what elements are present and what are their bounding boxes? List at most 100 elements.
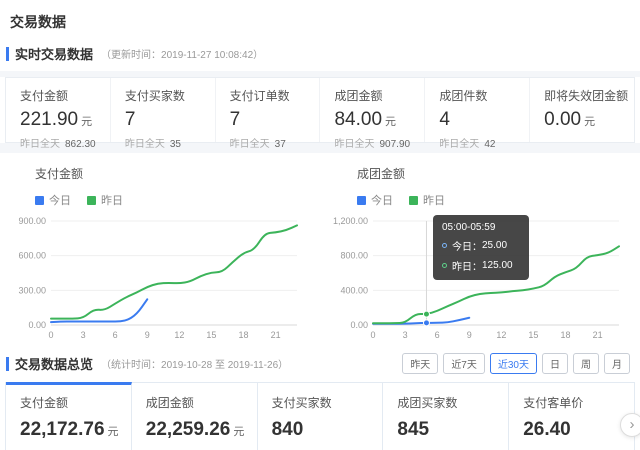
- yesterday-swatch-icon: [87, 195, 96, 205]
- svg-text:1,200.00: 1,200.00: [333, 216, 368, 226]
- card-unit: 元: [107, 426, 119, 438]
- metric-label: 即将失效团金额: [544, 89, 629, 103]
- metric-sub-label: 昨日全天: [334, 139, 375, 150]
- legend-item-today[interactable]: 今日: [357, 192, 393, 208]
- group-amount-line-chart[interactable]: 0.00 400.00 800.00 1,200.00 0 3 6 9 12 15 18 21: [327, 213, 627, 343]
- stat-time: （统计时间：2019-10-28 至 2019-11-26）: [101, 360, 289, 371]
- overview-card-avg-order-value[interactable]: 支付客单价 26.40 较前30天2.01%⬆: [509, 382, 635, 450]
- range-button-7days[interactable]: 近7天: [443, 353, 485, 374]
- range-button-month[interactable]: 月: [604, 353, 630, 374]
- card-value: 22,172.76: [20, 419, 105, 440]
- overview-card-group-buyers[interactable]: 成团买家数 845 较前30天4.97%⬆: [383, 382, 510, 450]
- metric-sub-value: 862.30: [65, 139, 96, 150]
- metric-label: 支付买家数: [124, 89, 185, 103]
- metric-label: 支付订单数: [229, 89, 290, 103]
- metric-pay-buyers: 支付买家数 7 昨日全天 35: [109, 78, 215, 150]
- card-value: 26.40: [523, 419, 571, 440]
- yesterday-swatch-icon: [409, 195, 418, 205]
- group-amount-chart-panel: 成团金额 今日 昨日 0.00 400.00 800.00 1,200.00 0 3 6 9 1…: [327, 165, 635, 343]
- chart-legend: 今日 昨日: [357, 192, 635, 208]
- metric-label: 成团金额: [334, 89, 383, 103]
- legend-item-yesterday[interactable]: 昨日: [409, 192, 445, 208]
- svg-text:15: 15: [528, 330, 538, 340]
- section-accent-bar: [6, 356, 9, 371]
- section-separator: [0, 71, 640, 77]
- metric-value: 84.00: [334, 109, 383, 130]
- pay-amount-chart-panel: 支付金额 今日 昨日 0.00 300.00 600.00 900.00 0 3 6 9 12 1…: [5, 165, 313, 343]
- svg-text:15: 15: [206, 330, 216, 340]
- section-separator: [0, 143, 640, 153]
- metric-label: 支付金额: [20, 89, 69, 103]
- svg-text:21: 21: [593, 330, 603, 340]
- range-button-yesterday[interactable]: 昨天: [402, 353, 439, 374]
- svg-text:900.00: 900.00: [18, 216, 46, 226]
- metric-pay-amount: 支付金额 221.90 元 昨日全天 862.30: [6, 78, 110, 150]
- svg-text:6: 6: [113, 330, 118, 340]
- metric-pay-orders: 支付订单数 7 昨日全天 37: [214, 78, 320, 150]
- svg-text:0: 0: [370, 330, 375, 340]
- legend-item-yesterday[interactable]: 昨日: [87, 192, 123, 208]
- section-accent-bar: [6, 46, 9, 61]
- metric-group-amount: 成团金额 84.00 元 昨日全天 907.90: [319, 78, 424, 150]
- range-button-week[interactable]: 周: [573, 353, 599, 374]
- today-swatch-icon: [357, 195, 366, 205]
- overview-card-pay-amount[interactable]: 支付金额 22,172.76元 较前30天7.11%⬆: [6, 382, 132, 450]
- today-swatch-icon: [35, 195, 44, 205]
- card-label: 成团金额: [145, 396, 194, 410]
- svg-text:400.00: 400.00: [340, 285, 368, 295]
- legend-item-today[interactable]: 今日: [35, 192, 71, 208]
- svg-text:0.00: 0.00: [350, 320, 368, 330]
- svg-text:9: 9: [467, 330, 472, 340]
- range-button-30days[interactable]: 近30天: [489, 353, 537, 374]
- svg-text:3: 3: [81, 330, 86, 340]
- chart-title: 支付金额: [35, 167, 84, 181]
- chart-tooltip: 05:00-05:59 今日： 25.00 昨日： 125.00: [433, 215, 529, 280]
- svg-text:12: 12: [496, 330, 506, 340]
- metric-value: 0.00: [544, 109, 582, 130]
- metric-label: 成团件数: [439, 89, 488, 103]
- overview-card-pay-buyers[interactable]: 支付买家数 840 较前30天5.00%⬆: [257, 382, 384, 450]
- metric-sub-label: 昨日全天: [439, 139, 480, 150]
- yesterday-dot-icon: [442, 263, 447, 268]
- metric-sub-label: 昨日全天: [124, 139, 165, 150]
- metric-unit: 元: [584, 116, 596, 128]
- realtime-section-header: 实时交易数据 （更新时间：2019-11-27 10:08:42）: [6, 44, 632, 63]
- svg-text:9: 9: [145, 330, 150, 340]
- metric-unit: 元: [81, 116, 93, 128]
- metric-sub-value: 907.90: [379, 139, 411, 150]
- svg-text:800.00: 800.00: [340, 251, 368, 261]
- svg-text:300.00: 300.00: [18, 285, 46, 295]
- today-dot-icon: [442, 243, 447, 248]
- overview-section-header: 交易数据总览 （统计时间：2019-10-28 至 2019-11-26） 昨天…: [6, 353, 632, 374]
- svg-text:18: 18: [239, 330, 249, 340]
- metric-sub-value: 35: [169, 139, 181, 150]
- svg-text:6: 6: [435, 330, 440, 340]
- metric-value: 221.90: [20, 109, 79, 130]
- overview-card-group-amount[interactable]: 成团金额 22,259.26元 较前30天6.73%⬆: [131, 382, 258, 450]
- card-label: 成团买家数: [397, 396, 458, 410]
- metric-sub-label: 昨日全天: [229, 139, 270, 150]
- svg-text:18: 18: [561, 330, 571, 340]
- card-label: 支付客单价: [523, 396, 584, 410]
- realtime-charts: 支付金额 今日 昨日 0.00 300.00 600.00 900.00 0 3 6 9 12 1…: [0, 153, 640, 343]
- chart-legend: 今日 昨日: [35, 192, 313, 208]
- tooltip-time-range: 05:00-05:59: [442, 222, 496, 233]
- page-title: 交易数据: [10, 14, 66, 30]
- card-label: 支付买家数: [271, 396, 332, 410]
- svg-text:3: 3: [403, 330, 408, 340]
- carousel-next-button[interactable]: ›: [620, 413, 640, 437]
- chevron-right-icon: ›: [629, 416, 635, 433]
- tooltip-today-value: 25.00: [482, 240, 508, 251]
- tooltip-today-label: 今日：: [452, 242, 482, 253]
- card-value: 845: [397, 419, 430, 440]
- range-button-day[interactable]: 日: [542, 353, 568, 374]
- card-label: 支付金额: [20, 396, 69, 410]
- card-value: 22,259.26: [145, 419, 231, 440]
- overview-section-title: 交易数据总览: [15, 357, 94, 372]
- metric-value: 4: [439, 109, 450, 130]
- svg-text:0: 0: [48, 330, 53, 340]
- pay-amount-line-chart[interactable]: 0.00 300.00 600.00 900.00 0 3 6 9 12 15 18 21: [5, 213, 305, 343]
- svg-text:21: 21: [271, 330, 281, 340]
- metric-value: 7: [229, 109, 241, 130]
- date-range-buttons: 昨天 近7天 近30天 日 周 月: [402, 353, 630, 374]
